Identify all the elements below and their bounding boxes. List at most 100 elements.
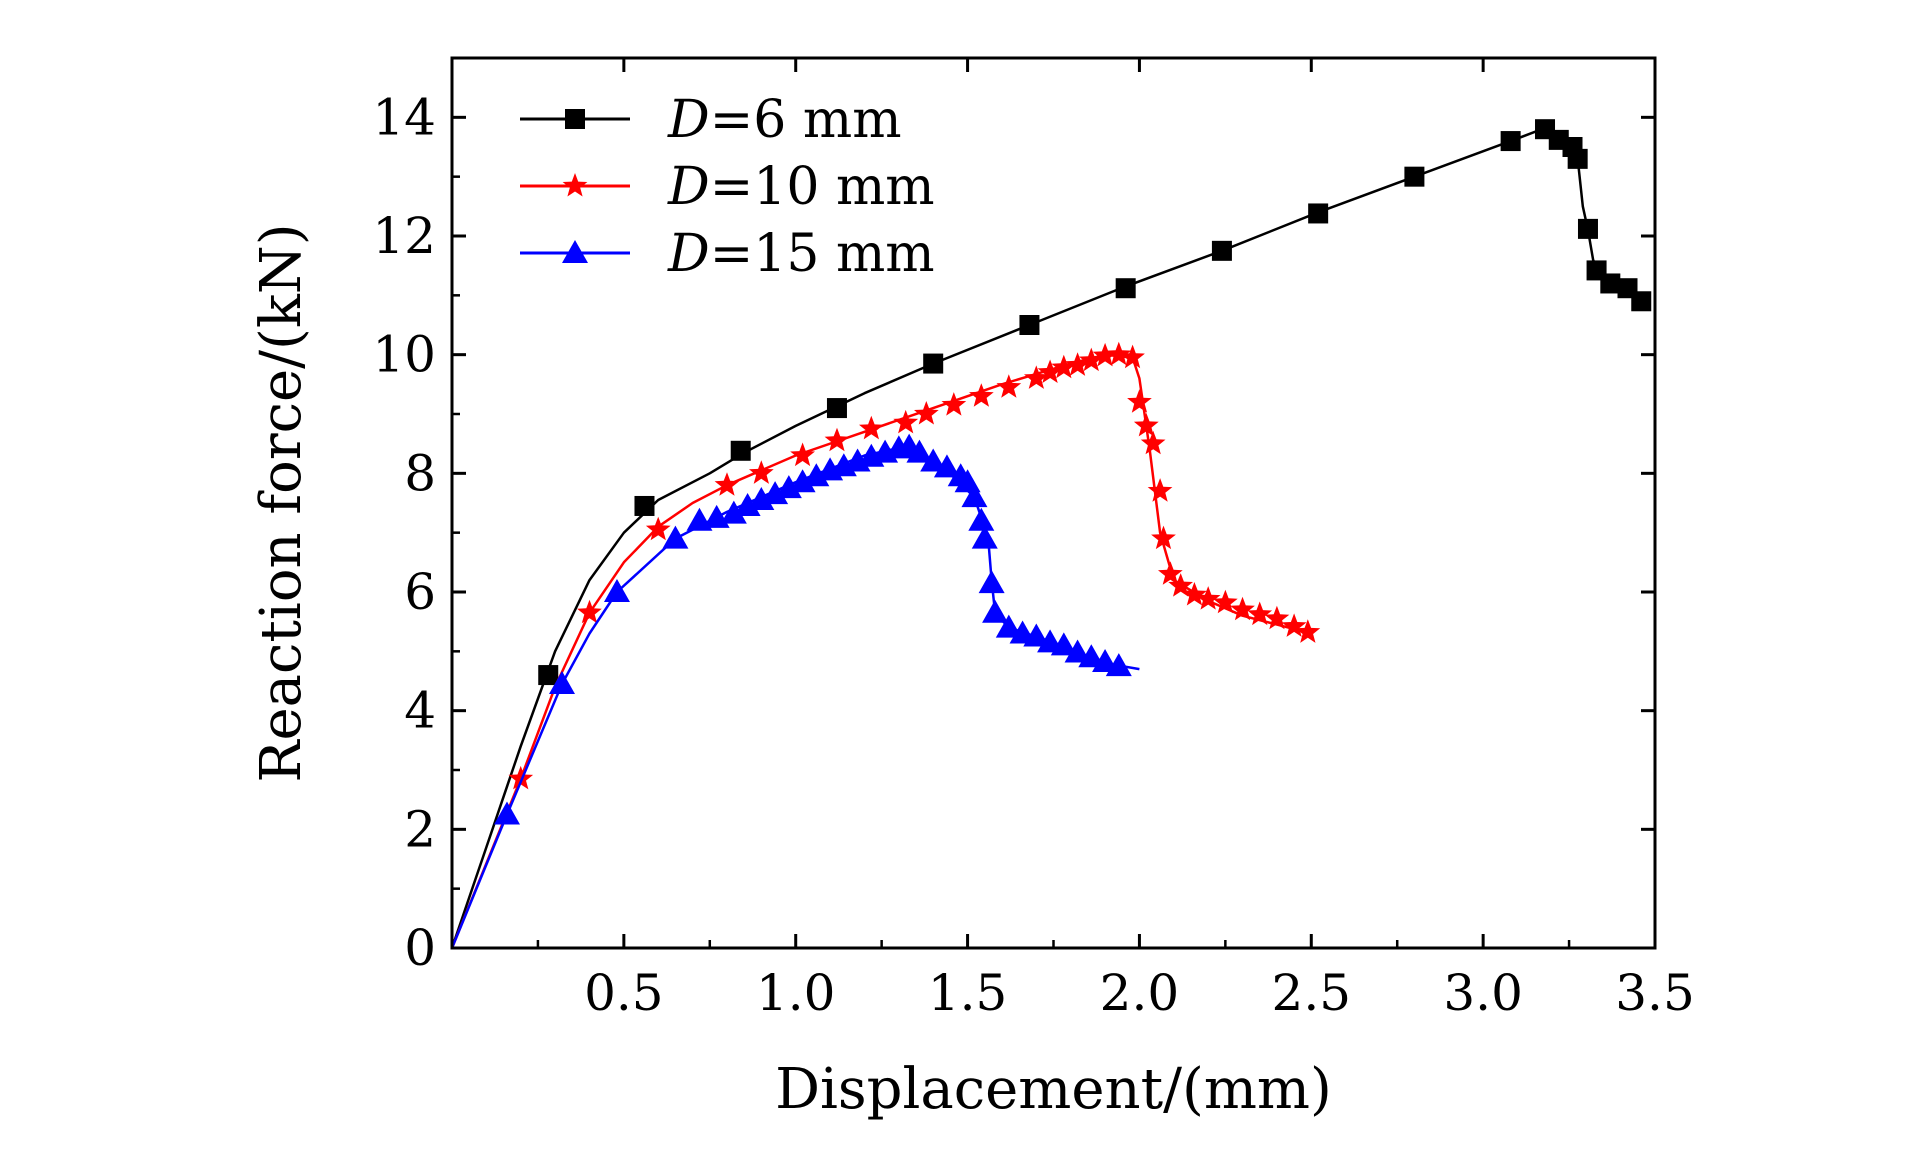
data-point bbox=[1158, 561, 1183, 585]
y-tick-label: 6 bbox=[404, 563, 436, 621]
legend: D=6 mmD=10 mmD=15 mm bbox=[520, 90, 935, 284]
data-point bbox=[859, 415, 884, 440]
data-point bbox=[645, 516, 671, 541]
data-point bbox=[1577, 218, 1598, 239]
data-point bbox=[914, 401, 939, 425]
data-point bbox=[734, 492, 761, 516]
data-point bbox=[1308, 203, 1329, 224]
data-point bbox=[603, 579, 630, 602]
series-2 bbox=[450, 341, 1321, 949]
legend-item: D=6 mm bbox=[520, 90, 902, 150]
y-tick-label: 8 bbox=[404, 444, 436, 502]
y-tick-label: 14 bbox=[372, 88, 436, 146]
x-tick-label: 2.0 bbox=[1100, 964, 1180, 1022]
data-point bbox=[1115, 278, 1136, 299]
legend-marker bbox=[562, 240, 588, 263]
data-point bbox=[961, 484, 988, 508]
data-point bbox=[508, 765, 534, 790]
series-3 bbox=[450, 433, 1140, 949]
legend-marker bbox=[562, 173, 588, 197]
data-point bbox=[803, 463, 830, 487]
data-point bbox=[1247, 601, 1273, 626]
series-line bbox=[450, 126, 1649, 949]
data-point bbox=[1092, 342, 1118, 367]
data-point bbox=[662, 525, 689, 549]
data-point bbox=[996, 374, 1022, 398]
y-tick-label: 2 bbox=[404, 800, 436, 858]
x-tick-label: 1.5 bbox=[928, 964, 1008, 1022]
data-point bbox=[493, 801, 520, 825]
data-point bbox=[933, 454, 960, 478]
x-tick-label: 0.5 bbox=[584, 964, 664, 1022]
data-point bbox=[968, 507, 995, 531]
y-tick-label: 4 bbox=[404, 682, 436, 740]
data-point bbox=[714, 472, 740, 496]
x-axis-title: Displacement/(mm) bbox=[775, 1057, 1332, 1122]
data-point bbox=[969, 383, 994, 407]
data-point bbox=[1168, 573, 1193, 597]
legend-value: =15 mm bbox=[710, 224, 935, 284]
data-point bbox=[1106, 341, 1132, 366]
x-tick-label: 2.5 bbox=[1272, 964, 1352, 1022]
data-point bbox=[1127, 389, 1152, 413]
legend-label: D=15 mm bbox=[667, 224, 935, 284]
data-point bbox=[1281, 613, 1307, 637]
y-axis-title: Reaction force/(kN) bbox=[249, 223, 314, 782]
data-point bbox=[1600, 273, 1621, 294]
data-point bbox=[1500, 131, 1521, 152]
data-point bbox=[1182, 582, 1207, 606]
data-point bbox=[941, 392, 967, 416]
data-point bbox=[634, 495, 655, 516]
legend-variable: D bbox=[667, 90, 710, 150]
data-point bbox=[1051, 354, 1077, 379]
y-tick-label: 12 bbox=[372, 207, 436, 265]
legend-variable: D bbox=[667, 157, 710, 217]
data-point bbox=[1404, 166, 1425, 187]
data-point bbox=[1631, 291, 1652, 312]
data-point bbox=[1024, 365, 1049, 389]
x-tick-label: 3.5 bbox=[1615, 964, 1695, 1022]
data-point bbox=[1213, 589, 1238, 614]
data-point bbox=[1050, 632, 1077, 656]
data-point bbox=[1065, 352, 1090, 376]
series-1 bbox=[450, 119, 1652, 949]
data-point bbox=[1064, 639, 1091, 663]
data-point bbox=[1078, 644, 1105, 668]
data-point bbox=[978, 570, 1005, 594]
plot-frame bbox=[450, 56, 1657, 950]
series-line bbox=[450, 445, 1140, 949]
data-point bbox=[1147, 478, 1173, 502]
data-point bbox=[920, 448, 947, 472]
data-point bbox=[1230, 596, 1255, 621]
data-point bbox=[826, 398, 847, 419]
data-point bbox=[1211, 240, 1232, 261]
data-point bbox=[893, 409, 919, 434]
data-point bbox=[995, 614, 1022, 638]
data-point bbox=[824, 427, 850, 452]
data-point bbox=[538, 665, 559, 686]
data-point bbox=[1140, 430, 1166, 455]
data-point bbox=[1105, 653, 1132, 677]
x-tick-label: 3.0 bbox=[1443, 964, 1523, 1022]
data-point bbox=[982, 599, 1009, 623]
data-point bbox=[730, 440, 751, 461]
data-point bbox=[762, 481, 789, 505]
data-point bbox=[720, 500, 747, 524]
data-point bbox=[775, 475, 802, 499]
legend-value: =10 mm bbox=[710, 157, 935, 217]
data-point bbox=[906, 439, 933, 463]
y-axis: 0 2 4 6 8 10 12 14 bbox=[372, 88, 1655, 977]
legend-label: D=6 mm bbox=[667, 90, 902, 150]
y-tick-label: 0 bbox=[404, 919, 436, 977]
data-point bbox=[789, 469, 816, 493]
data-point bbox=[1567, 148, 1588, 169]
legend-value: =6 mm bbox=[710, 90, 902, 150]
data-point bbox=[749, 460, 774, 484]
data-point bbox=[1264, 605, 1290, 630]
data-point bbox=[1195, 586, 1221, 610]
data-point bbox=[971, 525, 998, 549]
legend-label: D=10 mm bbox=[667, 157, 935, 217]
data-point bbox=[577, 599, 602, 624]
data-point bbox=[548, 670, 575, 694]
